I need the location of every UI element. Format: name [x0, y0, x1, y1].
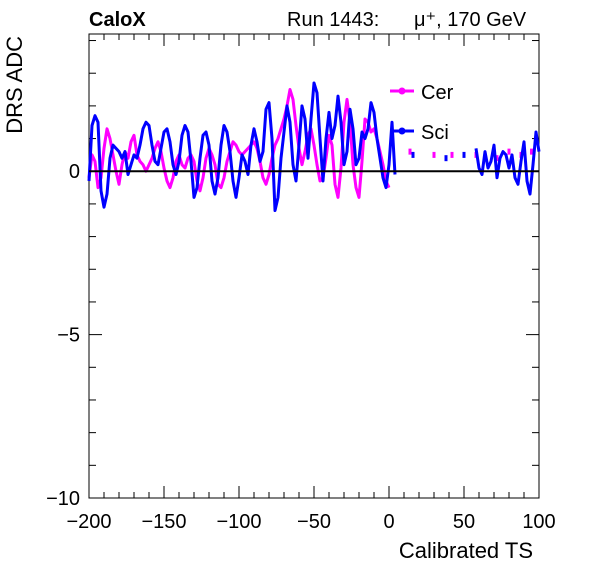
data-point: [444, 155, 448, 162]
axis-ticks: −200 −150 −100 −50 0 50 100−10−50: [46, 34, 556, 533]
series-line-sci: [87, 81, 397, 212]
data-point: [462, 151, 466, 158]
x-tick-label: 0: [383, 511, 394, 533]
series-line-cer: [87, 88, 391, 199]
beam-label: μ⁺, 170 GeV: [414, 9, 527, 31]
x-tick-label: −150: [141, 511, 186, 533]
legend-cer-label: Cer: [421, 82, 454, 104]
legend-sci-label: Sci: [421, 122, 449, 144]
data-point: [432, 151, 436, 158]
x-tick-label: 50: [453, 511, 475, 533]
legend-cer-marker: [398, 87, 406, 95]
y-axis-title: DRS ADC: [2, 36, 27, 134]
data-point: [495, 155, 499, 162]
x-axis-title: Calibrated TS: [399, 538, 533, 563]
legend: Cer Sci: [390, 82, 454, 144]
y-tick-label: 0: [69, 161, 80, 183]
data-point: [450, 151, 454, 158]
x-tick-label: −100: [216, 511, 261, 533]
plot-frame: [88, 33, 540, 499]
data-point: [530, 148, 533, 155]
data-point: [507, 148, 511, 155]
x-tick-label: 100: [522, 511, 555, 533]
plot-area: [87, 81, 541, 212]
experiment-label: CaloX: [89, 9, 146, 31]
y-tick-label: −5: [57, 325, 80, 347]
run-label: Run 1443:: [287, 9, 379, 31]
legend-sci-marker: [398, 127, 406, 135]
data-point: [411, 151, 415, 158]
data-point: [408, 148, 412, 155]
y-tick-label: −10: [46, 488, 80, 510]
series-line-sci: [474, 130, 541, 196]
x-tick-label: −50: [297, 511, 331, 533]
series-sci: [87, 81, 541, 212]
x-tick-label: −200: [66, 511, 111, 533]
